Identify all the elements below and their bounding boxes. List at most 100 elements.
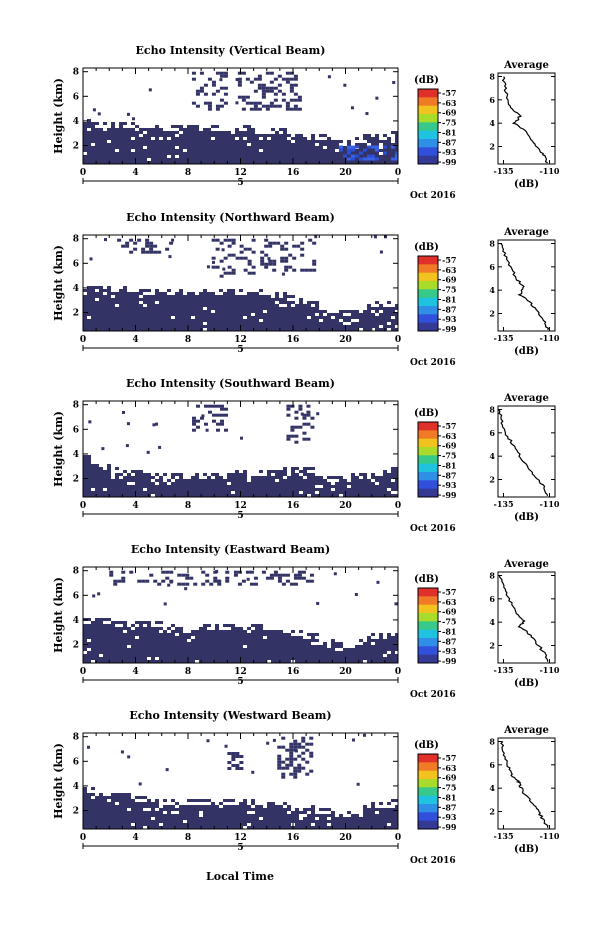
echo-cell bbox=[295, 152, 299, 155]
echo-cell bbox=[115, 817, 119, 820]
echo-cell bbox=[339, 814, 343, 817]
echo-cell bbox=[179, 155, 183, 158]
echo-cell bbox=[87, 642, 91, 645]
echo-cell bbox=[355, 488, 359, 491]
echo-cell bbox=[327, 137, 331, 140]
echo-cell bbox=[91, 301, 95, 304]
echo-cell bbox=[151, 155, 155, 158]
echo-cell bbox=[299, 811, 303, 814]
echo-cell bbox=[367, 648, 371, 651]
echo-cell bbox=[152, 423, 156, 427]
echo-cell bbox=[131, 122, 135, 125]
echo-cell bbox=[123, 799, 127, 802]
echo-cell bbox=[231, 137, 235, 140]
echo-cell bbox=[343, 152, 347, 155]
echo-cell bbox=[207, 814, 211, 817]
echo-cell bbox=[155, 146, 159, 149]
strong-echo-cell bbox=[358, 151, 363, 155]
echo-cell bbox=[231, 648, 235, 651]
echo-cell bbox=[247, 304, 251, 307]
echo-cell bbox=[99, 630, 103, 633]
echo-cell bbox=[307, 155, 311, 158]
echo-cell bbox=[187, 149, 191, 152]
echo-cell bbox=[183, 651, 187, 654]
echo-cell bbox=[239, 636, 243, 639]
echo-cell bbox=[235, 155, 239, 158]
echo-cell bbox=[323, 494, 327, 497]
echo-cell bbox=[179, 328, 183, 331]
echo-cell bbox=[115, 636, 119, 639]
echo-cell bbox=[215, 89, 220, 93]
echo-cell bbox=[227, 265, 232, 269]
echo-cell bbox=[289, 751, 294, 755]
echo-cell bbox=[155, 310, 159, 313]
echo-cell bbox=[243, 805, 247, 808]
echo-cell bbox=[223, 799, 227, 802]
echo-cell bbox=[239, 767, 244, 770]
echo-cell bbox=[303, 307, 307, 310]
echo-cell bbox=[227, 485, 231, 488]
echo-cell bbox=[181, 573, 186, 577]
colorbar-swatch bbox=[418, 97, 438, 107]
echo-cell bbox=[247, 485, 251, 488]
echo-cell bbox=[323, 817, 327, 820]
echo-cell bbox=[251, 325, 255, 328]
colorbar-tick-label: -63 bbox=[442, 763, 457, 773]
echo-cell bbox=[275, 295, 279, 298]
echo-cell bbox=[375, 660, 379, 663]
colorbar-swatch bbox=[418, 314, 438, 324]
echo-cell bbox=[147, 630, 151, 633]
average-profile-line bbox=[500, 741, 549, 828]
echo-cell bbox=[159, 479, 163, 482]
echo-cell bbox=[251, 770, 255, 774]
echo-cell bbox=[251, 657, 255, 660]
echo-cell bbox=[279, 128, 283, 131]
echo-cell bbox=[303, 654, 307, 657]
echo-cell bbox=[327, 328, 331, 331]
echo-cell bbox=[159, 820, 163, 823]
x-tick-label: 16 bbox=[287, 833, 300, 843]
echo-cell bbox=[275, 149, 279, 152]
echo-cell bbox=[281, 760, 286, 764]
echo-cell bbox=[155, 155, 159, 158]
echo-cell bbox=[291, 470, 295, 473]
echo-cell bbox=[295, 826, 299, 829]
echo-cell bbox=[155, 473, 159, 476]
echo-cell bbox=[299, 301, 303, 304]
echo-cell bbox=[167, 642, 171, 645]
echo-cell bbox=[235, 660, 239, 663]
echo-cell bbox=[331, 146, 335, 149]
echo-cell bbox=[291, 811, 295, 814]
echo-cell bbox=[179, 304, 183, 307]
echo-cell bbox=[107, 633, 111, 636]
echo-cell bbox=[119, 125, 123, 128]
echo-cell bbox=[147, 654, 151, 657]
echo-cell bbox=[141, 250, 146, 254]
echo-cell bbox=[363, 733, 367, 737]
colorbar-swatch bbox=[418, 289, 438, 299]
echo-cell bbox=[215, 313, 219, 316]
echo-cell bbox=[391, 811, 395, 814]
echo-cell bbox=[91, 467, 95, 470]
echo-cell bbox=[307, 651, 311, 654]
echo-cell bbox=[219, 328, 223, 331]
echo-cell bbox=[135, 811, 139, 814]
echo-cell bbox=[139, 155, 143, 158]
echo-cell bbox=[371, 826, 375, 829]
echo-cell bbox=[199, 325, 203, 328]
colorbar-tick-label: -75 bbox=[442, 783, 456, 793]
echo-cell bbox=[259, 657, 263, 660]
echo-cell bbox=[192, 416, 196, 420]
echo-cell bbox=[83, 802, 87, 805]
echo-cell bbox=[251, 648, 255, 651]
echo-cell bbox=[203, 817, 207, 820]
echo-cell bbox=[293, 766, 298, 770]
echo-cell bbox=[351, 651, 355, 654]
echo-cell bbox=[91, 307, 95, 310]
colorbar-frame bbox=[417, 255, 439, 332]
echo-cell bbox=[359, 161, 363, 164]
echo-cell bbox=[203, 295, 207, 298]
echo-cell bbox=[391, 149, 395, 152]
echo-cell bbox=[163, 799, 167, 802]
echo-cell bbox=[123, 155, 127, 158]
